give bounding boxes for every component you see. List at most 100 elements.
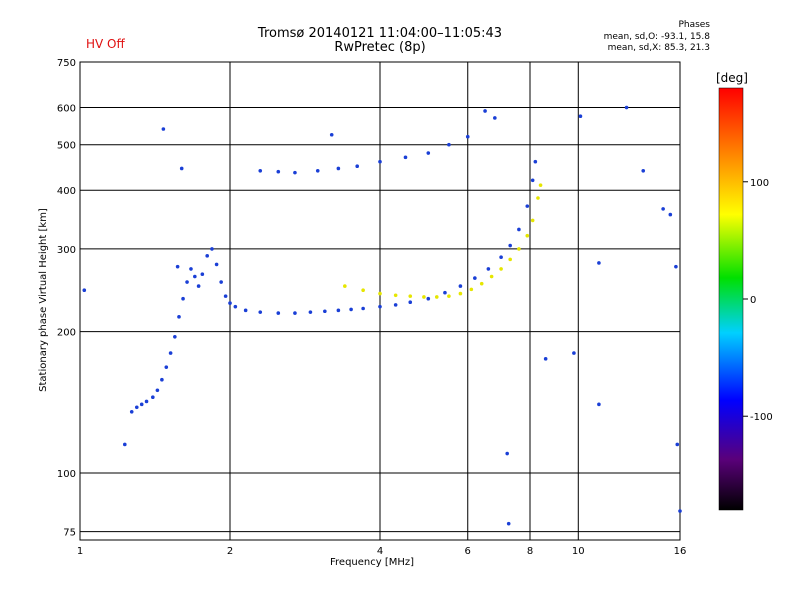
x-tick-label: 1 xyxy=(77,546,83,557)
point-x xyxy=(530,218,535,223)
point-o xyxy=(189,267,193,271)
point-scattered-echoes xyxy=(572,351,576,355)
point-scattered-echoes xyxy=(506,521,511,526)
point-o xyxy=(276,311,281,315)
point-o xyxy=(214,262,219,267)
point-x xyxy=(536,196,540,200)
point-x xyxy=(408,294,413,298)
data-points xyxy=(82,105,682,526)
point-o xyxy=(473,276,477,280)
point-o xyxy=(336,308,341,313)
hv-status-label: HV Off xyxy=(86,37,125,51)
point-scattered-echoes xyxy=(175,264,180,269)
point-o xyxy=(219,280,223,284)
point-x xyxy=(422,295,426,299)
point-scattered-echoes xyxy=(597,402,601,407)
point-o xyxy=(323,309,327,314)
x-tick-label: 8 xyxy=(527,546,533,557)
point-o xyxy=(185,280,189,284)
point-o xyxy=(168,351,173,355)
colorbar-tick-label: -100 xyxy=(750,412,773,423)
point-o xyxy=(160,377,164,382)
x-tick-label: 2 xyxy=(227,546,233,557)
point-o xyxy=(177,315,181,319)
colorbar-tick-label: 100 xyxy=(750,178,769,189)
point-scattered-echoes xyxy=(597,261,601,265)
point-scattered-echoes xyxy=(543,357,548,361)
point-scattered-echoes xyxy=(483,109,487,113)
phases-o-stats: mean, sd,O: -93.1, 15.8 xyxy=(603,32,710,42)
point-x xyxy=(434,295,439,299)
point-x xyxy=(378,291,382,296)
point-o xyxy=(243,308,248,313)
x-tick-label: 16 xyxy=(674,546,687,557)
point-scattered-echoes xyxy=(493,116,497,120)
point-o xyxy=(443,290,447,295)
point-x xyxy=(393,293,398,298)
point-o xyxy=(164,365,169,369)
phase-colorbar xyxy=(718,87,744,511)
point-e-layer-echoes xyxy=(355,164,359,168)
y-tick-label: 500 xyxy=(57,141,76,152)
point-o xyxy=(134,405,139,410)
point-o xyxy=(426,296,431,301)
y-tick-label: 600 xyxy=(57,104,76,115)
x-tick-label: 4 xyxy=(377,546,383,557)
point-e-layer-echoes xyxy=(276,169,281,174)
point-x xyxy=(479,281,484,286)
point-o xyxy=(508,243,512,248)
y-tick-label: 75 xyxy=(63,528,76,539)
y-tick-label: 200 xyxy=(57,328,76,339)
y-tick-label: 750 xyxy=(57,58,76,69)
point-o xyxy=(196,284,201,288)
point-x xyxy=(361,288,365,293)
point-x xyxy=(447,294,451,298)
point-o xyxy=(525,204,530,208)
point-x xyxy=(489,274,494,279)
point-x xyxy=(458,291,463,296)
point-o xyxy=(258,310,263,314)
point-e-layer-echoes xyxy=(336,166,341,171)
point-scattered-echoes xyxy=(678,509,682,513)
y-tick-label: 100 xyxy=(57,469,76,480)
point-o xyxy=(408,300,413,305)
point-x xyxy=(525,233,530,238)
point-scattered-echoes xyxy=(668,212,673,217)
point-scattered-echoes xyxy=(641,168,646,173)
point-e-layer-echoes xyxy=(426,151,431,155)
point-x xyxy=(517,247,521,251)
y-tick-label: 400 xyxy=(57,186,76,197)
point-e-layer-echoes xyxy=(315,168,320,173)
point-scattered-echoes xyxy=(82,288,87,293)
point-o xyxy=(144,399,149,404)
point-e-layer-echoes xyxy=(293,170,297,175)
colorbar-tick-label: 0 xyxy=(750,295,756,306)
point-o xyxy=(181,296,185,301)
point-o xyxy=(210,247,214,251)
point-scattered-echoes xyxy=(661,207,665,211)
point-scattered-echoes xyxy=(675,442,680,447)
point-o xyxy=(228,301,232,305)
x-tick-label: 6 xyxy=(465,546,471,557)
point-x xyxy=(508,257,512,262)
x-tick-label: 10 xyxy=(572,546,585,557)
phases-title: Phases xyxy=(678,20,710,30)
point-o xyxy=(361,306,365,311)
point-o xyxy=(293,311,297,315)
point-o xyxy=(173,334,177,339)
point-scattered-echoes xyxy=(505,451,509,456)
phases-x-stats: mean, sd,X: 85.3, 21.3 xyxy=(607,43,710,53)
colorbar-ticks: -100 0 100 xyxy=(743,178,773,423)
point-scattered-echoes xyxy=(674,264,678,269)
point-o xyxy=(233,304,238,309)
point-scattered-echoes xyxy=(578,114,583,118)
point-o xyxy=(155,388,160,393)
point-o xyxy=(533,159,538,164)
point-o xyxy=(517,227,521,232)
point-o xyxy=(458,284,463,288)
point-x xyxy=(499,267,503,271)
point-o xyxy=(223,294,228,298)
colorbar-unit-label: [deg] xyxy=(716,71,748,85)
point-scattered-echoes xyxy=(161,127,166,131)
